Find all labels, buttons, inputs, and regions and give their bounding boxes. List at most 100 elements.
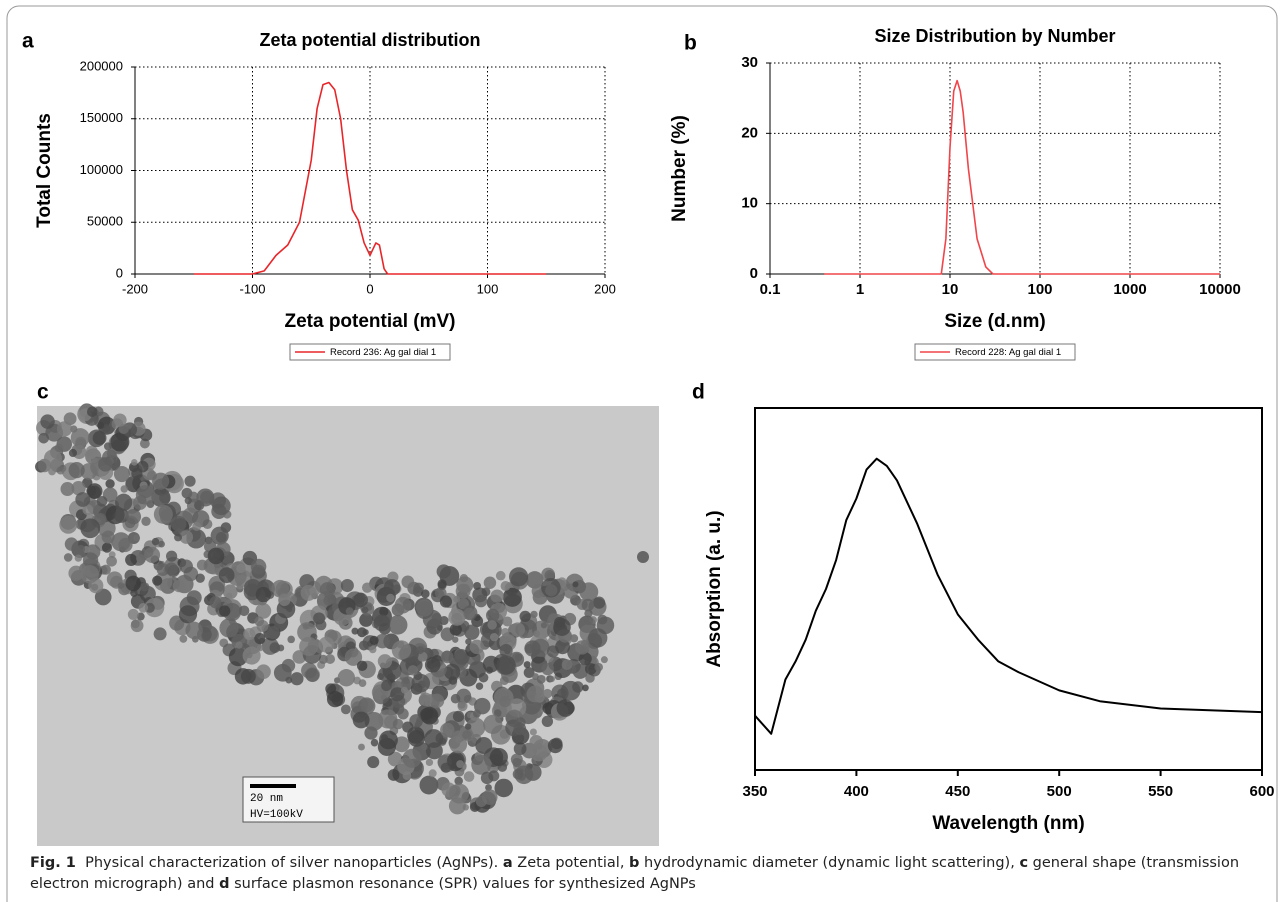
y-tick-label: 50000 [87, 214, 123, 229]
particle [402, 748, 422, 768]
legend-label: Record 228: Ag gal dial 1 [955, 347, 1061, 358]
particle [593, 596, 606, 609]
particle [415, 599, 433, 617]
x-tick-label: -100 [239, 281, 265, 296]
particle [542, 688, 553, 699]
particle [106, 571, 123, 588]
particle [420, 589, 430, 599]
particle [600, 656, 608, 664]
particle [185, 621, 203, 640]
particle [510, 622, 525, 637]
particle [485, 784, 492, 791]
particle [530, 743, 548, 762]
particle [582, 684, 589, 692]
particle [397, 708, 409, 720]
scale-bar-label: 20 nm [250, 793, 283, 805]
particle [219, 618, 239, 638]
particle [43, 449, 63, 468]
y-tick-label: 100000 [80, 162, 123, 177]
particle [250, 558, 267, 575]
particle [478, 672, 489, 683]
particle [475, 795, 488, 807]
caption-text: Physical characterization of silver nano… [85, 855, 499, 871]
x-tick-label: 450 [945, 783, 970, 800]
particle [82, 504, 94, 516]
particle [75, 436, 87, 448]
particle [192, 521, 202, 531]
particle [402, 721, 414, 733]
particle [105, 479, 115, 489]
particle [377, 654, 393, 669]
particle [118, 537, 133, 553]
particle [541, 662, 555, 676]
particle [299, 636, 319, 657]
panel-label: c [37, 381, 49, 404]
particle [136, 460, 149, 473]
x-tick-label: 500 [1047, 783, 1072, 800]
y-tick-label: 0 [116, 265, 123, 280]
particle [471, 754, 492, 775]
particle [367, 756, 380, 769]
particle [425, 758, 434, 767]
particle [271, 579, 290, 598]
particle [459, 574, 469, 583]
y-tick-label: 30 [741, 54, 758, 71]
particle [454, 776, 463, 786]
particle [588, 628, 608, 648]
particle [40, 414, 55, 429]
x-tick-label: 100 [1027, 281, 1052, 298]
particle [523, 667, 535, 678]
particle [48, 467, 56, 476]
particle [440, 722, 455, 738]
x-tick-label: 350 [742, 783, 767, 800]
particle [386, 593, 395, 603]
particle [235, 641, 243, 649]
particle [452, 636, 459, 643]
legend-box [289, 343, 451, 361]
particle [207, 547, 225, 565]
particle [448, 676, 458, 685]
particle [494, 778, 513, 798]
particle [281, 658, 296, 673]
particle [381, 734, 388, 742]
particle [92, 431, 107, 445]
particle [437, 579, 447, 589]
particle [584, 663, 597, 675]
particle [361, 606, 369, 614]
particle [381, 680, 392, 692]
particle [238, 605, 250, 617]
particle [575, 640, 590, 655]
particle [100, 564, 111, 575]
legend-box [914, 343, 1076, 361]
particle [170, 515, 187, 532]
particle [420, 743, 428, 751]
particle [584, 616, 594, 626]
data-line [193, 81, 547, 275]
particle [125, 575, 142, 592]
particle [439, 595, 453, 608]
particle [377, 737, 396, 756]
x-tick-label: 200 [594, 281, 616, 296]
particle [418, 692, 433, 707]
particle [581, 598, 595, 612]
particle [325, 654, 336, 664]
y-tick-label: 10 [741, 195, 758, 212]
particle [101, 530, 115, 544]
particle [103, 442, 112, 451]
particle [436, 564, 451, 579]
particle [131, 459, 138, 466]
caption-text: surface plasmon resonance (SPR) values f… [234, 876, 696, 892]
particle [186, 590, 202, 606]
particle [82, 552, 99, 568]
particle [133, 534, 141, 542]
particle [179, 559, 193, 574]
particle [179, 530, 194, 544]
particle [313, 612, 326, 625]
particle [526, 685, 544, 703]
particle [113, 413, 127, 427]
x-axis-label: Zeta potential (mV) [284, 311, 455, 332]
particle [152, 472, 170, 490]
x-tick-label: 100 [477, 281, 499, 296]
particle [402, 771, 412, 780]
particle [439, 616, 449, 626]
